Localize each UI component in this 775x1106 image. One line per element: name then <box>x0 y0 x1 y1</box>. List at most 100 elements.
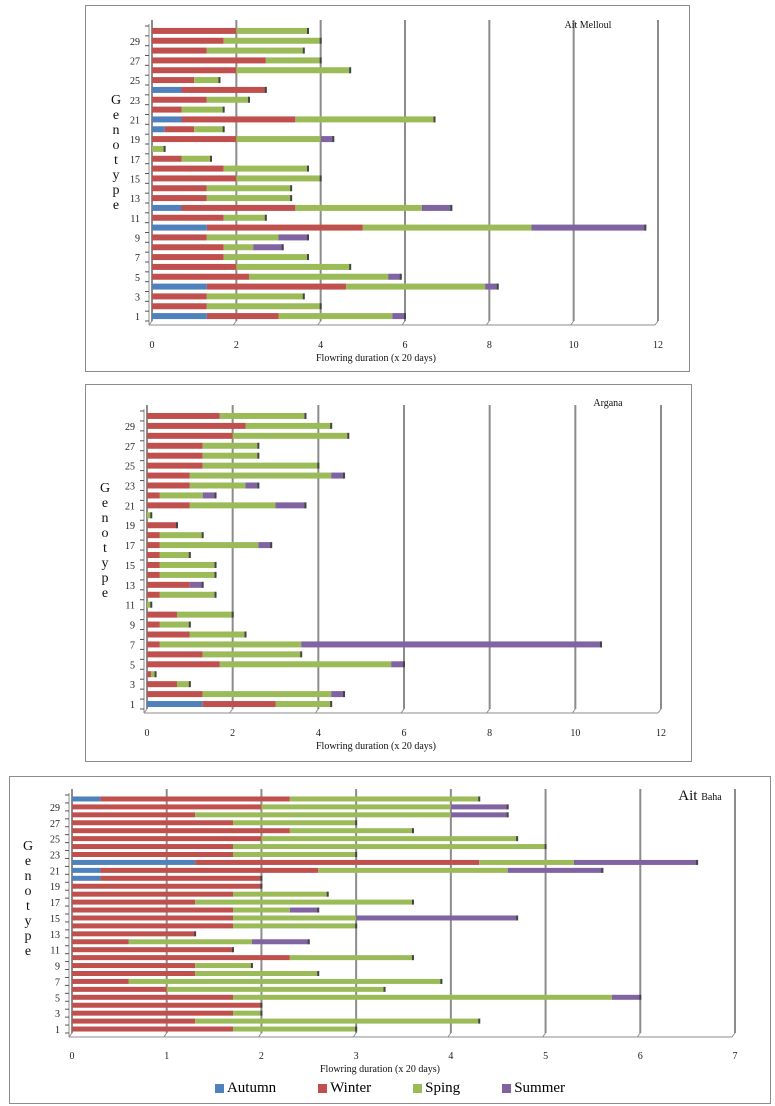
legend-swatch-autumn <box>214 1084 224 1093</box>
bar-end-cap <box>355 820 358 826</box>
bar-winter-genotype-12 <box>72 939 129 945</box>
bar-winter-genotype-18 <box>147 532 160 539</box>
bar-end-cap <box>319 303 322 310</box>
bar-winter-genotype-1 <box>72 1026 234 1032</box>
bar-spring-genotype-9 <box>206 234 279 241</box>
y-tick-label: 17 <box>50 898 60 909</box>
x-tick <box>542 1032 546 1038</box>
bar-winter-genotype-14 <box>147 571 160 578</box>
bar-spring-genotype-16 <box>159 552 190 559</box>
bar-end-cap <box>506 804 509 810</box>
bar-spring-genotype-7 <box>159 641 302 648</box>
bar-end-cap <box>222 126 225 133</box>
x-axis-title: Flowring duration (x 20 days) <box>316 353 436 364</box>
bar-winter-genotype-5 <box>147 661 220 668</box>
bar-spring-genotype-23 <box>189 482 246 489</box>
bar-end-cap <box>383 986 386 992</box>
chart-argana: 0 2 4 6 8 10 121357911131517192123252729Argana… <box>100 398 666 752</box>
bar-end-cap <box>270 542 273 549</box>
bar-spring-genotype-26 <box>202 452 259 459</box>
bar-spring-genotype-29 <box>223 37 321 44</box>
x-tick <box>258 1032 262 1038</box>
bar-winter-genotype-13 <box>72 931 196 937</box>
bar-winter-genotype-19 <box>147 522 177 529</box>
bar-winter-genotype-7 <box>72 978 129 984</box>
bar-autumn-genotype-21 <box>152 116 182 123</box>
x-tick <box>229 708 234 714</box>
y-tick-label: 27 <box>50 819 60 830</box>
bar-spring-genotype-21 <box>189 502 276 509</box>
bar-end-cap <box>506 812 509 818</box>
bar-winter-genotype-28 <box>152 47 207 54</box>
legend-swatch-spring <box>413 1084 423 1093</box>
bar-end-cap <box>307 254 310 261</box>
bar-spring-genotype-10 <box>176 611 233 618</box>
bar-spring-genotype-20 <box>194 126 224 133</box>
bar-end-cap <box>516 915 519 921</box>
bar-autumn-genotype-21 <box>72 867 101 873</box>
y-tick-label: 9 <box>135 233 140 244</box>
legend-label: Autumn <box>226 1080 277 1096</box>
y-axis-title-letter: e <box>102 496 108 511</box>
y-axis-title-letter: G <box>111 93 121 108</box>
bar-summer-genotype-2 <box>331 691 345 698</box>
y-tick-label: 23 <box>50 851 60 862</box>
x-tick-label: 1 <box>164 1051 169 1062</box>
bars <box>147 412 603 708</box>
bar-winter-genotype-27 <box>72 820 234 826</box>
bar-winter-genotype-12 <box>181 204 296 211</box>
x-tick <box>163 1032 168 1038</box>
bar-end-cap <box>478 796 481 802</box>
bar-end-cap <box>349 263 352 270</box>
bar-summer-genotype-19 <box>320 136 334 143</box>
bar-summer-genotype-23 <box>245 482 259 489</box>
bar-spring-genotype-21 <box>318 867 508 873</box>
bar-spring-genotype-19 <box>236 136 321 143</box>
bar-end-cap <box>330 422 333 429</box>
bar-winter-genotype-3 <box>72 1010 234 1016</box>
bar-spring-genotype-14 <box>233 923 357 929</box>
bar-spring-genotype-29 <box>261 804 451 810</box>
bar-end-cap <box>319 57 322 64</box>
bar-winter-genotype-22 <box>147 492 160 499</box>
bar-winter-genotype-29 <box>152 37 224 44</box>
bar-winter-genotype-30 <box>152 27 237 34</box>
bar-end-cap <box>343 472 346 479</box>
bar-winter-genotype-16 <box>72 907 234 913</box>
bar-spring-genotype-3 <box>176 681 190 688</box>
bar-end-cap <box>399 273 402 280</box>
bar-winter-genotype-6 <box>72 986 167 992</box>
y-tick-label: 15 <box>125 561 135 572</box>
legend-item-summer: Summer <box>502 1080 565 1097</box>
bar-end-cap <box>496 283 499 290</box>
y-tick-label: 19 <box>50 882 60 893</box>
bar-end-cap <box>222 106 225 113</box>
bar-spring-genotype-14 <box>206 185 292 192</box>
x-tick-label: 7 <box>733 1051 738 1062</box>
bar-winter-genotype-13 <box>147 581 190 588</box>
bar-summer-genotype-16 <box>289 907 319 913</box>
bar-end-cap <box>355 852 358 857</box>
bar-end-cap <box>411 955 414 961</box>
y-tick-label: 3 <box>135 292 140 303</box>
legend-swatch-summer <box>502 1084 512 1093</box>
bar-winter-genotype-8 <box>152 244 224 251</box>
bar-winter-genotype-20 <box>100 875 262 881</box>
bar-spring-genotype-18 <box>233 891 328 897</box>
bar-summer-genotype-4 <box>485 283 498 290</box>
bar-spring-genotype-6 <box>236 263 351 270</box>
x-tick-label: 4 <box>448 1051 453 1062</box>
bar-winter-genotype-3 <box>147 681 177 688</box>
bar-end-cap <box>264 214 267 221</box>
bar-end-cap <box>307 234 310 241</box>
bar-spring-genotype-10 <box>289 955 413 961</box>
bar-winter-genotype-7 <box>147 641 160 648</box>
bar-spring-genotype-22 <box>479 859 574 865</box>
bar-winter-genotype-14 <box>152 185 207 192</box>
bar-spring-genotype-11 <box>147 601 152 608</box>
x-tick-label: 8 <box>487 728 492 739</box>
bar-end-cap <box>231 611 234 618</box>
bar-spring-genotype-24 <box>189 472 332 479</box>
bar-winter-genotype-22 <box>152 106 182 113</box>
y-tick-label: 15 <box>130 174 140 185</box>
